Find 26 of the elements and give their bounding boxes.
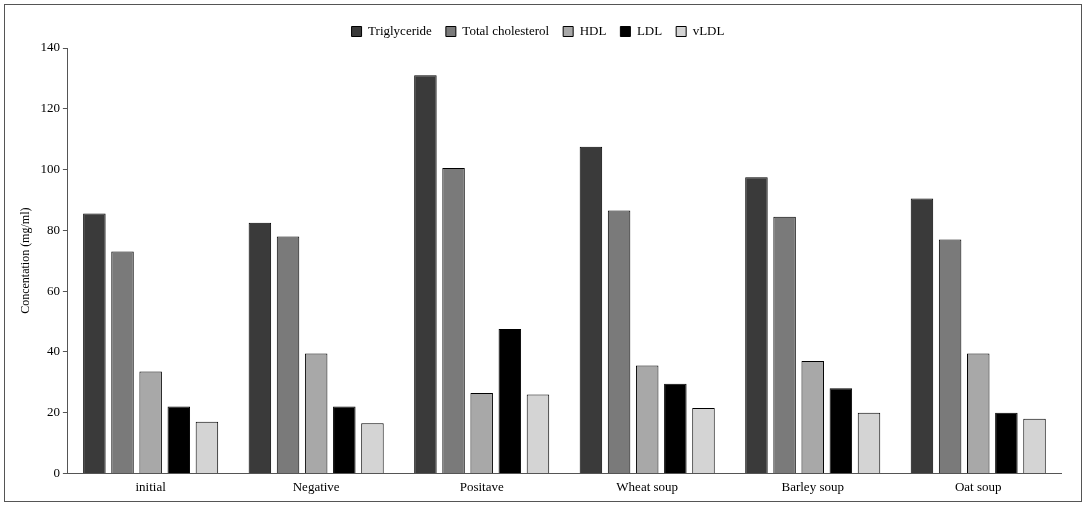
- x-tick-label: Oat soup: [954, 478, 1002, 494]
- y-tick-label: 60: [46, 282, 60, 298]
- bar: [498, 329, 522, 473]
- legend-label: Total cholesterol: [462, 22, 550, 38]
- y-tick-label: 120: [40, 100, 60, 116]
- x-tick-label: Positave: [459, 478, 504, 494]
- bar: [829, 388, 853, 473]
- legend-label: Triglyceride: [368, 22, 433, 38]
- y-tick-label: 40: [46, 343, 60, 359]
- x-tick-label: initial: [135, 478, 167, 494]
- legend-label: vLDL: [692, 22, 725, 38]
- legend-label: LDL: [636, 22, 663, 38]
- bar: [995, 412, 1018, 473]
- x-tick-label: Barley soup: [781, 478, 844, 494]
- y-tick-label: 140: [40, 39, 60, 55]
- bar: [167, 406, 191, 473]
- y-tick-label: 80: [46, 221, 60, 237]
- y-tick-label: 0: [53, 464, 60, 480]
- legend-label: HDL: [579, 22, 607, 38]
- y-tick-label: 100: [40, 160, 60, 176]
- x-tick-label: Wheat soup: [616, 478, 679, 494]
- bar: [333, 406, 356, 473]
- bar: [664, 383, 687, 473]
- y-tick-label: 20: [46, 404, 60, 420]
- y-axis-title: Concentation (mg/ml): [18, 207, 33, 314]
- x-tick-label: Negative: [292, 478, 340, 494]
